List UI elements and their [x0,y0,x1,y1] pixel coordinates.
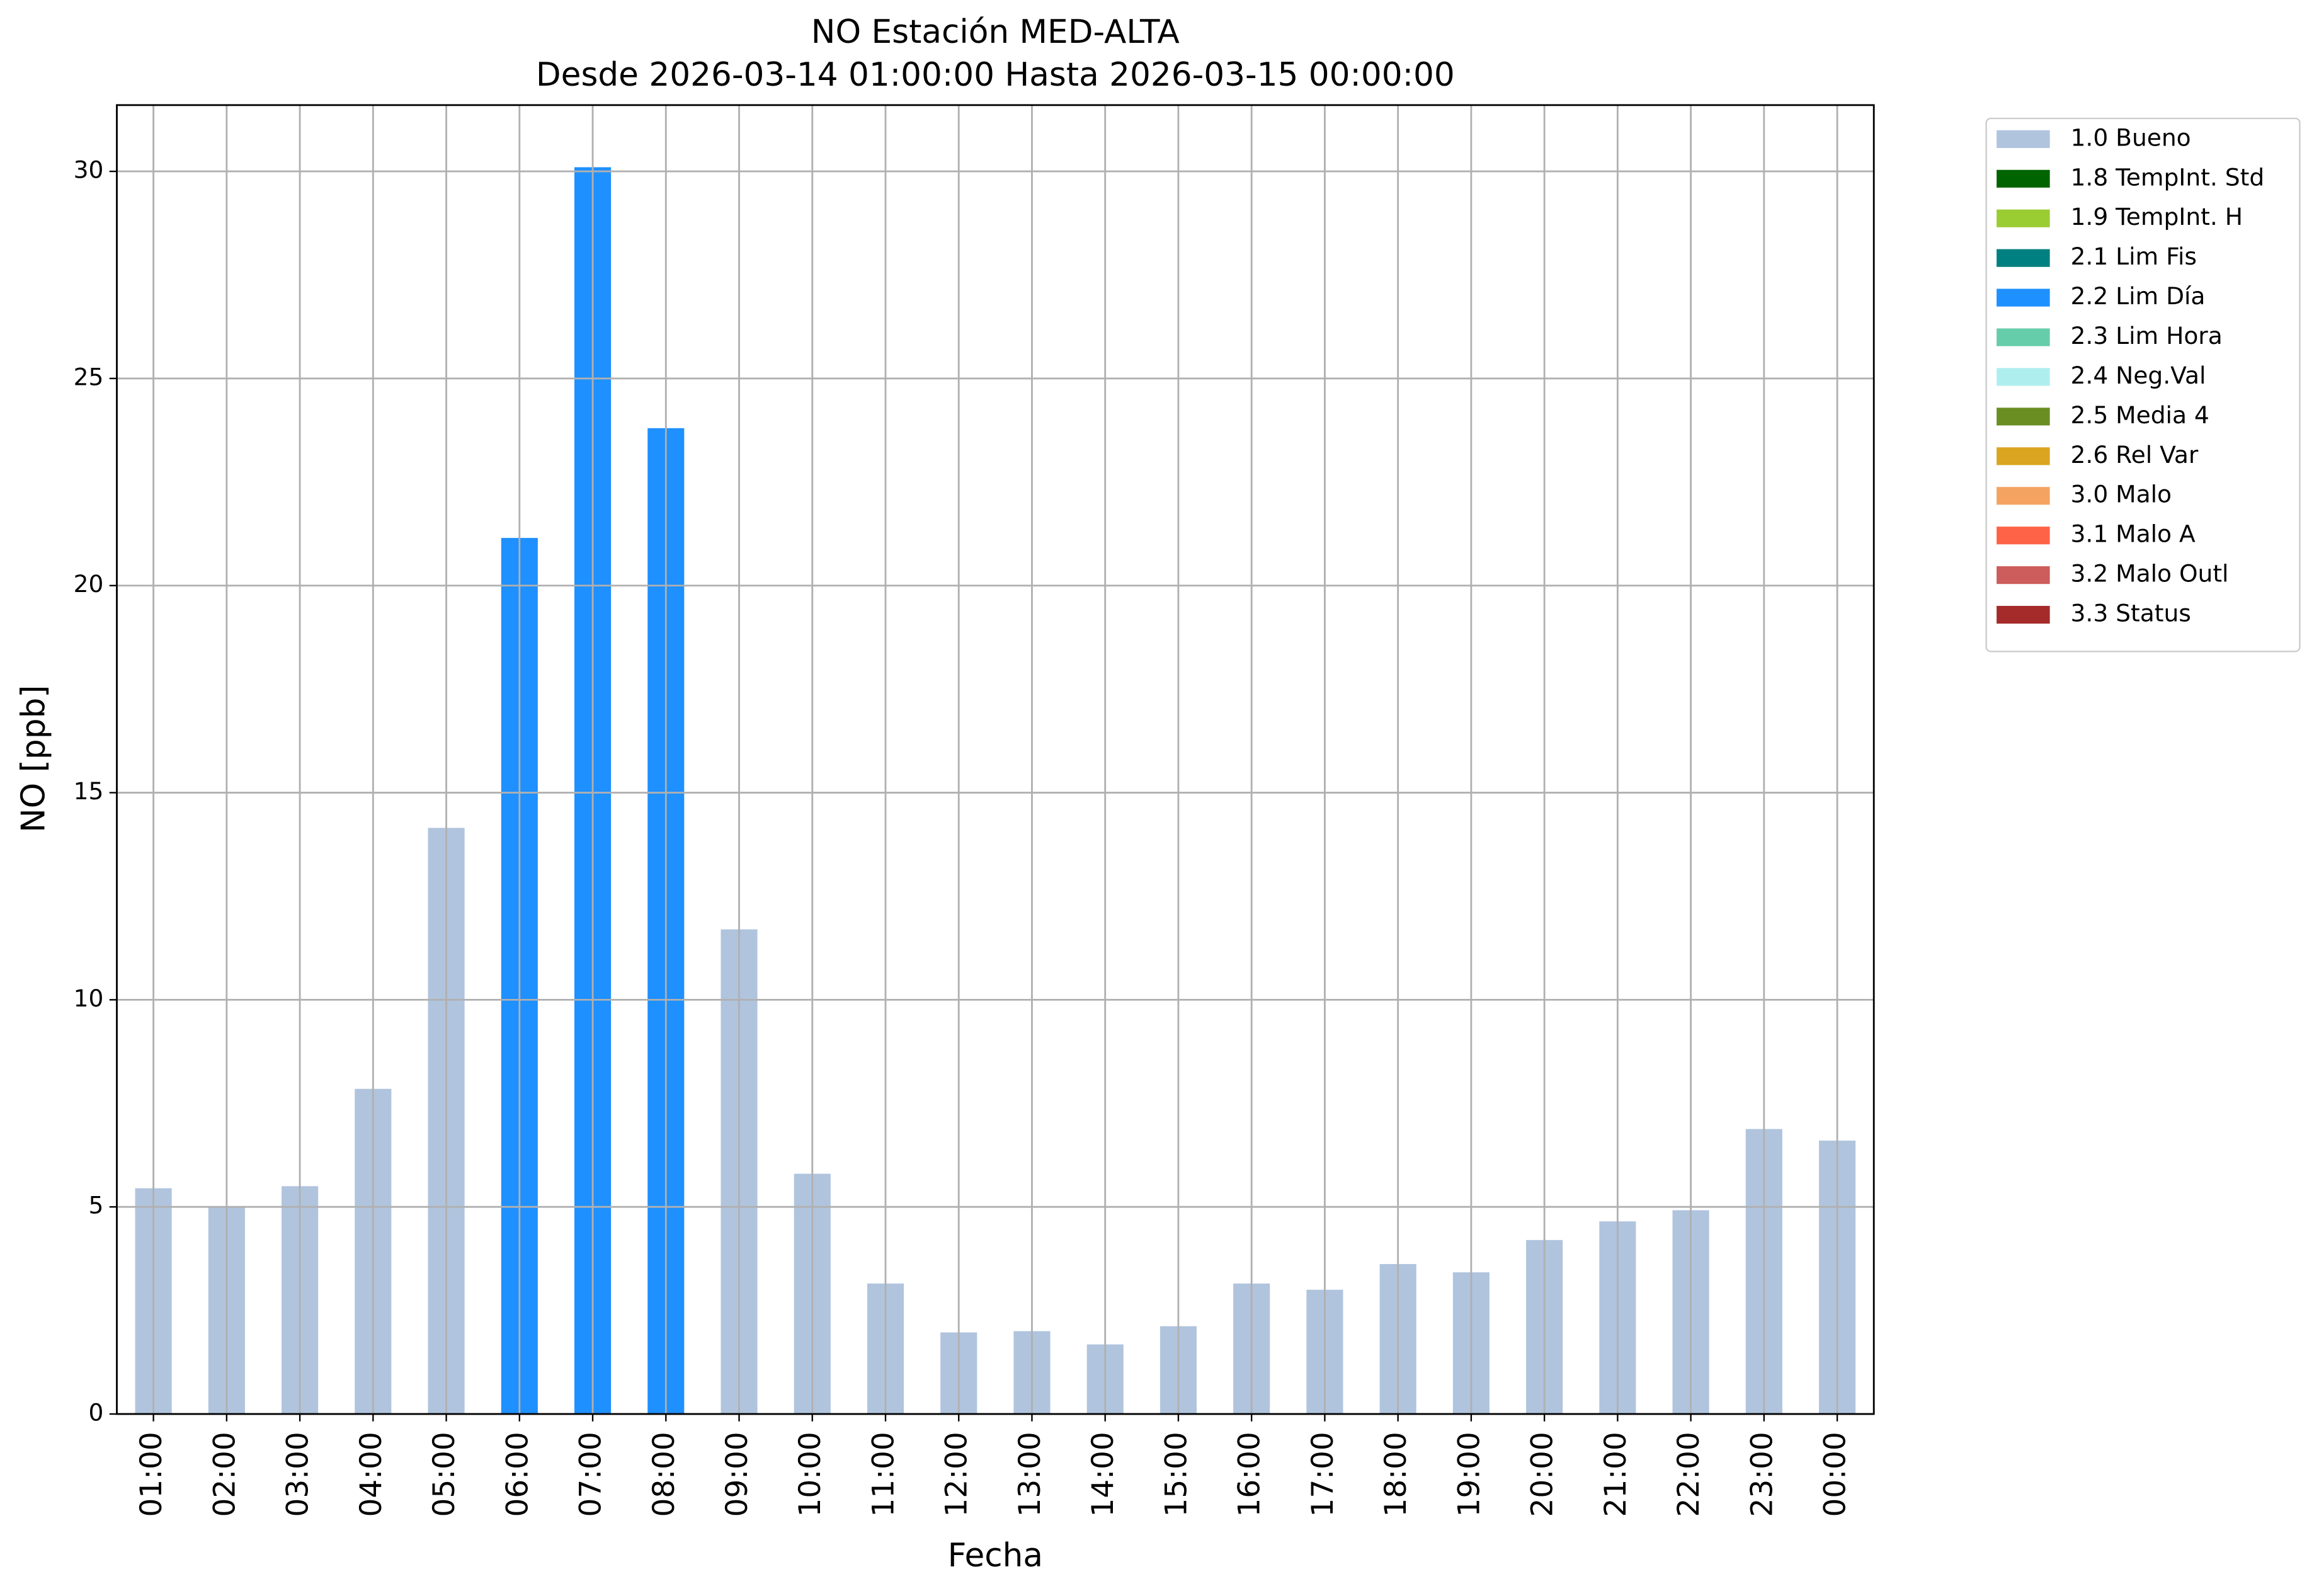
x-tick-label: 06:00 [500,1432,535,1517]
y-tick-label: 10 [74,984,104,1012]
legend-label: 1.0 Bueno [2071,123,2191,151]
legend-swatch [1997,447,2050,465]
legend-swatch [1997,209,2050,227]
legend-box [1985,117,2301,653]
x-axis-label: Fecha [948,1537,1043,1575]
legend-label: 2.3 Lim Hora [2071,322,2223,350]
legend-label: 2.6 Rel Var [2071,441,2199,469]
legend-label: 2.5 Media 4 [2071,401,2209,429]
y-tick-label: 30 [74,156,104,184]
x-tick-label: 20:00 [1525,1432,1560,1517]
x-tick-label: 15:00 [1159,1432,1194,1517]
x-tick-label: 10:00 [793,1432,828,1517]
x-tick-label: 12:00 [940,1432,974,1517]
legend-swatch [1997,368,2050,386]
x-tick-label: 19:00 [1452,1432,1486,1517]
legend-label: 2.4 Neg.Val [2071,362,2206,389]
x-tick-label: 02:00 [207,1432,242,1517]
x-tick-label: 03:00 [281,1432,316,1517]
y-tick-label: 0 [88,1399,103,1427]
y-tick-label: 20 [74,570,104,598]
legend-swatch [1997,249,2050,267]
legend-label: 3.2 Malo Outl [2071,560,2229,588]
x-tick-label: 21:00 [1598,1432,1633,1517]
legend-swatch [1997,288,2050,307]
x-tick-label: 01:00 [134,1432,169,1517]
legend-swatch [1997,328,2050,346]
x-tick-label: 17:00 [1306,1432,1340,1517]
legend-label: 3.1 Malo A [2071,520,2196,548]
x-tick-label: 05:00 [427,1432,462,1517]
legend-swatch [1997,566,2050,584]
legend-swatch [1997,527,2050,545]
x-tick-label: 13:00 [1013,1432,1047,1517]
legend-swatch [1997,408,2050,426]
legend-swatch [1997,487,2050,505]
legend-label: 3.0 Malo [2071,481,2172,508]
x-tick-label: 09:00 [720,1432,755,1517]
legend-label: 2.2 Lim Día [2071,282,2206,310]
x-tick-label: 07:00 [574,1432,608,1517]
legend-label: 1.8 TempInt. Std [2071,163,2265,191]
y-tick-label: 15 [74,777,104,805]
x-tick-label: 18:00 [1379,1432,1413,1517]
chart-subtitle: Desde 2026-03-14 01:00:00 Hasta 2026-03-… [536,56,1455,94]
legend-label: 2.1 Lim Fis [2071,242,2197,270]
legend-swatch [1997,169,2050,188]
legend-swatch [1997,130,2050,148]
x-tick-label: 00:00 [1818,1432,1853,1517]
y-tick-label: 25 [74,363,104,390]
y-axis-label: NO [ppb] [14,685,52,833]
x-tick-label: 16:00 [1233,1432,1267,1517]
x-tick-label: 22:00 [1672,1432,1706,1517]
x-tick-label: 08:00 [647,1432,681,1517]
x-tick-label: 11:00 [866,1432,901,1517]
legend-label: 3.3 Status [2071,600,2191,627]
plot-frame [116,104,1875,1415]
legend-label: 1.9 TempInt. H [2071,203,2243,231]
x-tick-label: 14:00 [1086,1432,1120,1517]
x-tick-label: 23:00 [1745,1432,1779,1517]
x-tick-label: 04:00 [354,1432,389,1517]
chart-title: NO Estación MED-ALTA [811,13,1180,51]
legend-swatch [1997,605,2050,624]
y-tick-label: 5 [88,1192,103,1219]
